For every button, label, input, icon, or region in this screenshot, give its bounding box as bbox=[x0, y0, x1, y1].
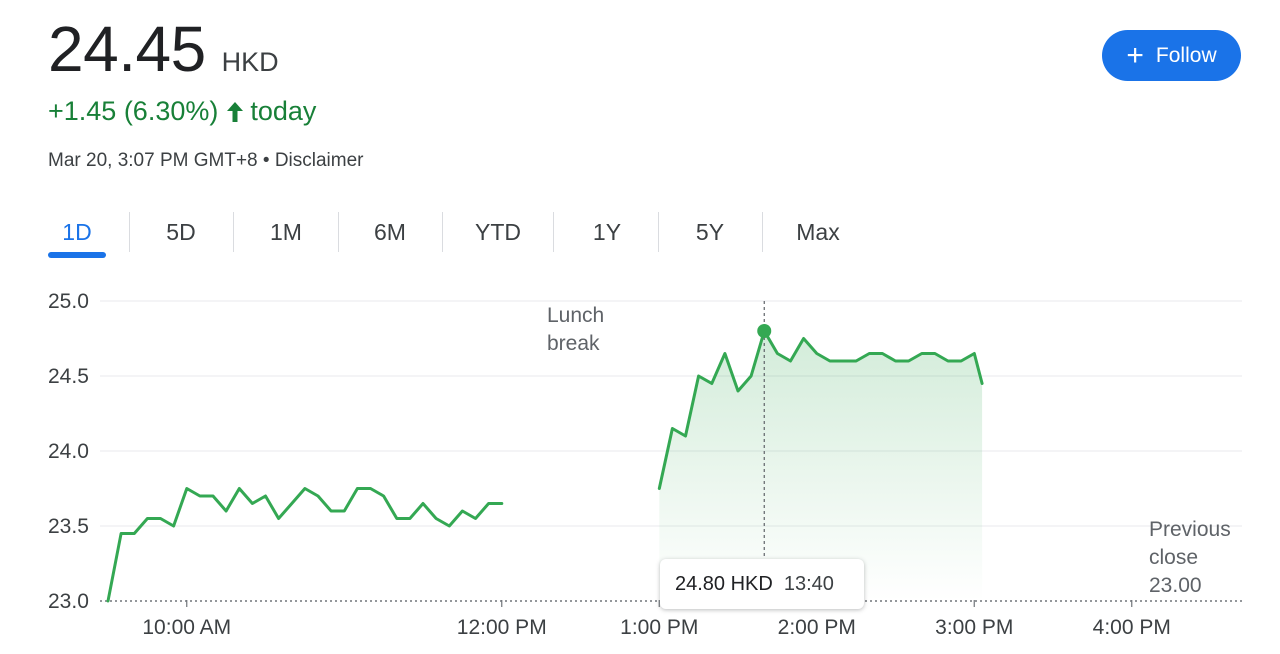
x-tick-label: 12:00 PM bbox=[457, 616, 547, 639]
x-tick-label: 2:00 PM bbox=[778, 616, 856, 639]
x-tick-label: 10:00 AM bbox=[142, 616, 231, 639]
tab-divider bbox=[442, 212, 443, 252]
price-line-afternoon bbox=[657, 329, 984, 490]
currency-label: HKD bbox=[221, 47, 279, 77]
price-change: +1.45 (6.30%) today bbox=[48, 96, 316, 127]
current-price: 24.45 bbox=[48, 13, 206, 85]
tab-divider bbox=[658, 212, 659, 252]
change-period: today bbox=[250, 96, 317, 126]
tab-5d[interactable]: 5D bbox=[166, 218, 196, 245]
range-tabs: 1D 5D 1M 6M YTD 1Y 5Y Max bbox=[48, 208, 888, 260]
tab-ytd[interactable]: YTD bbox=[475, 218, 521, 245]
price-block: 24.45 HKD bbox=[48, 14, 279, 84]
active-tab-indicator bbox=[48, 252, 106, 258]
tab-1m[interactable]: 1M bbox=[270, 218, 302, 245]
tab-divider bbox=[129, 212, 130, 252]
y-tick-label: 25.0 bbox=[48, 290, 89, 313]
tooltip-time: 13:40 bbox=[783, 572, 834, 595]
arrow-up-icon bbox=[226, 101, 244, 123]
follow-button[interactable]: + Follow bbox=[1102, 30, 1241, 81]
previous-close-label: Previous close 23.00 bbox=[1149, 516, 1231, 600]
hover-tooltip: 24.80 HKD 13:40 bbox=[660, 559, 864, 609]
x-tick-label: 3:00 PM bbox=[935, 616, 1013, 639]
follow-label: Follow bbox=[1155, 43, 1217, 67]
tab-max[interactable]: Max bbox=[796, 218, 840, 245]
timestamp-disclaimer: Mar 20, 3:07 PM GMT+8 • Disclaimer bbox=[48, 150, 364, 171]
previous-close-line1: Previous bbox=[1149, 518, 1231, 541]
tab-6m[interactable]: 6M bbox=[374, 218, 406, 245]
tab-divider bbox=[338, 212, 339, 252]
tab-divider bbox=[762, 212, 763, 252]
y-tick-label: 23.5 bbox=[48, 515, 89, 538]
highlight-point bbox=[757, 324, 772, 338]
afternoon-area-fill bbox=[659, 331, 983, 601]
plus-icon: + bbox=[1126, 38, 1144, 72]
change-value: +1.45 (6.30%) bbox=[48, 96, 219, 126]
tab-1d[interactable]: 1D bbox=[62, 218, 92, 245]
y-tick-label: 24.5 bbox=[48, 365, 89, 388]
tab-1y[interactable]: 1Y bbox=[592, 218, 622, 245]
previous-close-line2: close bbox=[1149, 546, 1199, 569]
y-tick-label: 23.0 bbox=[48, 590, 89, 613]
tab-divider bbox=[233, 212, 234, 252]
price-row: 24.45 HKD bbox=[48, 14, 279, 84]
y-tick-label: 24.0 bbox=[48, 440, 89, 463]
previous-close-value: 23.00 bbox=[1149, 574, 1202, 597]
lunch-break-line2: break bbox=[547, 332, 600, 355]
x-tick-label: 1:00 PM bbox=[620, 616, 698, 639]
x-tick-label: 4:00 PM bbox=[1093, 616, 1171, 639]
lunch-break-label: Lunch break bbox=[547, 302, 604, 358]
tab-5y[interactable]: 5Y bbox=[695, 218, 725, 245]
lunch-break-line1: Lunch bbox=[547, 304, 605, 327]
tooltip-price: 24.80 HKD bbox=[675, 572, 773, 595]
tab-divider bbox=[553, 212, 554, 252]
price-line-morning bbox=[106, 487, 504, 603]
